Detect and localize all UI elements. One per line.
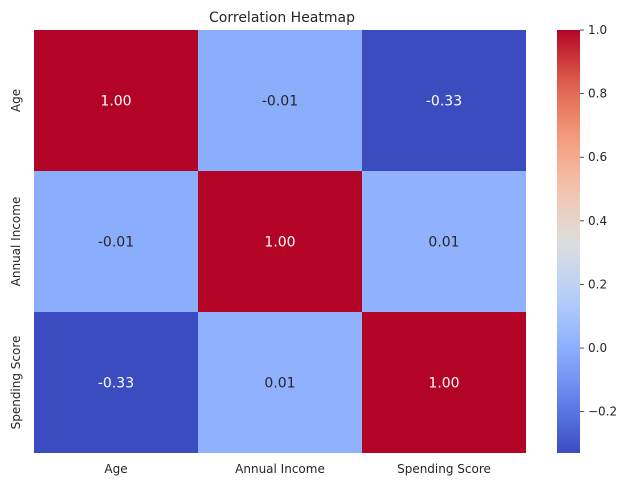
colorbar — [557, 30, 580, 453]
cell-value-label: -0.33 — [98, 376, 134, 392]
x-tick-label: Spending Score — [397, 462, 491, 476]
heatmap-cell — [198, 171, 362, 312]
cell-value-label: 0.01 — [264, 376, 295, 392]
chart-title: Correlation Heatmap — [209, 10, 355, 26]
cell-value-label: -0.01 — [98, 235, 134, 251]
colorbar-tick-label: 0.2 — [588, 277, 607, 291]
heatmap-cell — [362, 30, 526, 171]
colorbar-tick-label: 1.0 — [588, 23, 607, 37]
y-tick-label: Spending Score — [9, 336, 23, 430]
colorbar-tick-label: 0.4 — [588, 214, 607, 228]
colorbar-ticks: −0.2 0.0 0.2 0.4 0.6 0.8 1.0 — [580, 23, 617, 419]
colorbar-tick-label: 0.8 — [588, 87, 607, 101]
cell-value-label: 1.00 — [100, 94, 131, 110]
y-tick-label: Annual Income — [9, 197, 23, 287]
heatmap-cell — [362, 312, 526, 453]
colorbar-tick-label: 0.0 — [588, 341, 607, 355]
cell-value-label: -0.01 — [262, 94, 298, 110]
cell-value-label: -0.33 — [426, 94, 462, 110]
cell-value-label: 1.00 — [264, 235, 295, 251]
heatmap-cell — [34, 30, 198, 171]
heatmap-cell — [34, 312, 198, 453]
y-axis-tick-labels: Age Annual Income Spending Score — [9, 89, 23, 430]
heatmap-cells: 1.00 -0.01 -0.33 -0.01 1.00 0.01 -0.33 0.01 1.00 — [34, 30, 526, 453]
heatmap-cell — [362, 171, 526, 312]
heatmap-cell — [198, 312, 362, 453]
colorbar-tick-label: −0.2 — [588, 405, 617, 419]
x-tick-label: Annual Income — [235, 462, 325, 476]
colorbar-tick-label: 0.6 — [588, 150, 607, 164]
cell-value-label: 0.01 — [428, 235, 459, 251]
heatmap-cell — [34, 171, 198, 312]
heatmap-cell — [198, 30, 362, 171]
y-tick-label: Age — [9, 89, 23, 112]
cell-value-label: 1.00 — [428, 376, 459, 392]
x-tick-label: Age — [104, 462, 127, 476]
x-axis-tick-labels: Age Annual Income Spending Score — [104, 462, 491, 476]
